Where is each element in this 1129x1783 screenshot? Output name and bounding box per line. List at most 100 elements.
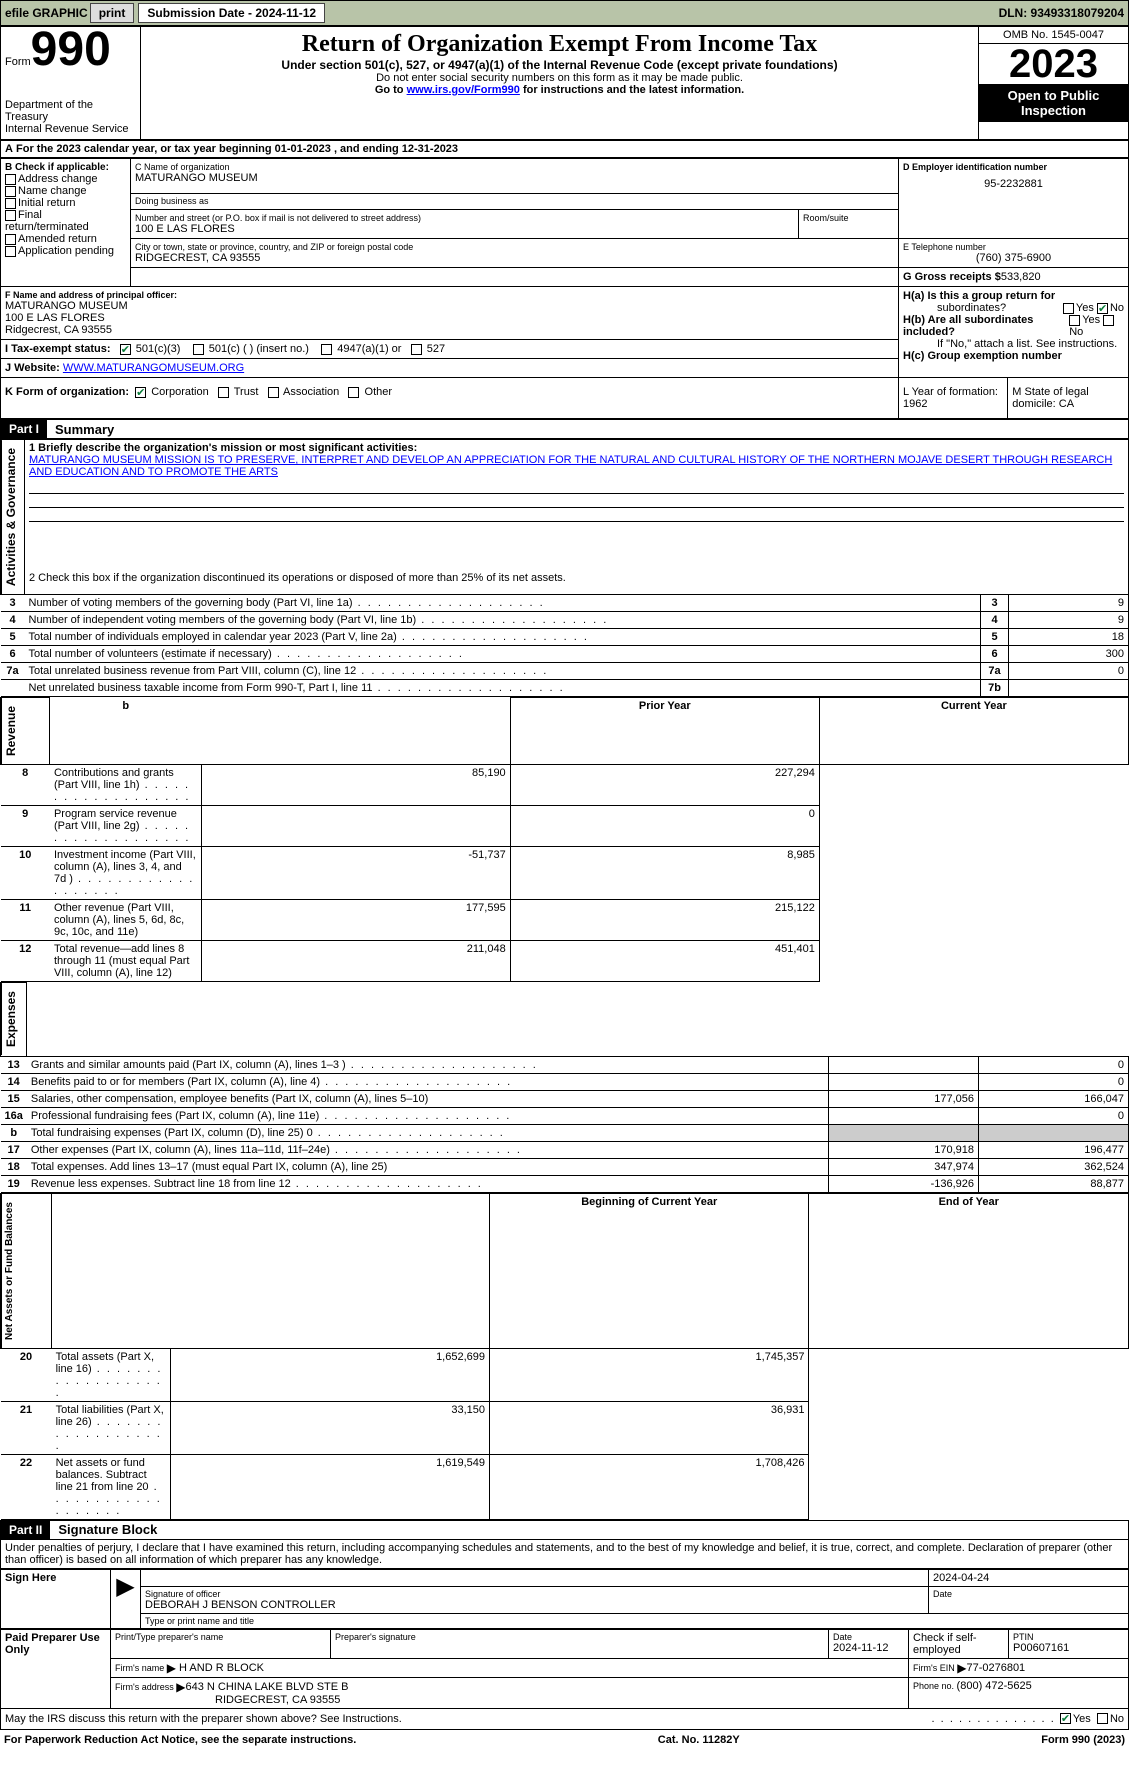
ha-no[interactable]	[1097, 303, 1108, 314]
line-text: Total assets (Part X, line 16)	[52, 1348, 170, 1401]
line-num: 19	[1, 1175, 27, 1192]
check-address[interactable]: Address change	[5, 173, 126, 185]
line-val: 9	[1009, 595, 1129, 612]
ptin-label: PTIN	[1013, 1632, 1124, 1642]
hb-yes[interactable]	[1069, 315, 1080, 326]
prior-val	[829, 1056, 979, 1073]
discuss-no[interactable]	[1097, 1713, 1108, 1724]
line-val: 300	[1009, 646, 1129, 663]
check-pending[interactable]: Application pending	[5, 245, 126, 257]
sig-officer-label: Signature of officer	[145, 1589, 924, 1599]
firm-ein-label: Firm's EIN	[913, 1662, 957, 1672]
curr-val: 196,477	[979, 1141, 1129, 1158]
f-label: F Name and address of principal officer:	[5, 290, 894, 300]
line-num: 18	[1, 1158, 27, 1175]
paperwork-notice: For Paperwork Reduction Act Notice, see …	[4, 1734, 356, 1746]
line-num: 7a	[1, 663, 25, 680]
gov-label: Activities & Governance	[1, 440, 20, 594]
line-num: 16a	[1, 1107, 27, 1124]
prep-date-label: Date	[833, 1632, 904, 1642]
prior-val: 1,619,549	[170, 1454, 489, 1519]
paid-prep-label: Paid Preparer Use Only	[1, 1629, 111, 1708]
check-final[interactable]: Final return/terminated	[5, 209, 126, 233]
i-label: I Tax-exempt status:	[5, 343, 111, 355]
curr-val: 451,401	[510, 941, 819, 982]
line-num: 13	[1, 1056, 27, 1073]
curr-val: 1,708,426	[490, 1454, 809, 1519]
line-num: 5	[1, 629, 25, 646]
goto-instr: Go to www.irs.gov/Form990 for instructio…	[145, 84, 974, 96]
officer-name: MATURANGO MUSEUM	[5, 300, 894, 312]
line-text: Investment income (Part VIII, column (A)…	[50, 847, 201, 900]
subtitle-2: Do not enter social security numbers on …	[145, 72, 974, 84]
city-label: City or town, state or province, country…	[135, 242, 894, 252]
k-other[interactable]	[348, 387, 359, 398]
ptin: P00607161	[1013, 1642, 1124, 1654]
arrow-icon: ▶	[116, 1573, 134, 1600]
prior-val: 211,048	[201, 941, 510, 982]
hb-no[interactable]	[1103, 315, 1114, 326]
prior-val: 85,190	[201, 765, 510, 806]
check-name[interactable]: Name change	[5, 185, 126, 197]
form-footer: Form 990 (2023)	[1041, 1734, 1125, 1746]
submission-date: Submission Date - 2024-11-12	[138, 3, 325, 23]
prep-date: 2024-11-12	[833, 1642, 904, 1654]
form-title: Return of Organization Exempt From Incom…	[145, 31, 974, 58]
i-501c[interactable]	[193, 344, 204, 355]
line-num: 3	[1, 595, 25, 612]
m-state: M State of legal domicile: CA	[1008, 378, 1128, 418]
self-emp-check[interactable]: Check if self-employed	[913, 1632, 977, 1656]
check-amended[interactable]: Amended return	[5, 233, 126, 245]
line-text: Program service revenue (Part VIII, line…	[50, 806, 201, 847]
discuss-yes[interactable]	[1060, 1713, 1071, 1724]
prior-val	[201, 806, 510, 847]
entity-block: B Check if applicable: Address change Na…	[0, 158, 1129, 419]
line-text: Grants and similar amounts paid (Part IX…	[27, 1056, 829, 1073]
period-line: A For the 2023 calendar year, or tax yea…	[0, 140, 1129, 158]
sign-here-label: Sign Here	[1, 1569, 111, 1628]
line-num: b	[1, 1124, 27, 1141]
i-527[interactable]	[411, 344, 422, 355]
line-text: Total liabilities (Part X, line 26)	[52, 1401, 170, 1454]
line-num: 20	[1, 1348, 52, 1401]
net-label: Net Assets or Fund Balances	[1, 1194, 17, 1348]
i-4947[interactable]	[321, 344, 332, 355]
line-num: 6	[1, 646, 25, 663]
line-val: 0	[1009, 663, 1129, 680]
line-text: Revenue less expenses. Subtract line 18 …	[27, 1175, 829, 1192]
line-text: Other expenses (Part IX, column (A), lin…	[27, 1141, 829, 1158]
curr-year-head: Current Year	[819, 698, 1128, 765]
line-val: 9	[1009, 612, 1129, 629]
subtitle-1: Under section 501(c), 527, or 4947(a)(1)…	[145, 58, 974, 72]
print-button[interactable]: print	[90, 3, 135, 23]
k-assoc[interactable]	[268, 387, 279, 398]
paid-preparer-block: Paid Preparer Use Only Print/Type prepar…	[0, 1629, 1129, 1709]
curr-val: 166,047	[979, 1090, 1129, 1107]
curr-val: 227,294	[510, 765, 819, 806]
k-trust[interactable]	[218, 387, 229, 398]
check-initial[interactable]: Initial return	[5, 197, 126, 209]
sig-date: 2024-04-24	[929, 1569, 1129, 1586]
curr-val: 8,985	[510, 847, 819, 900]
curr-val: 215,122	[510, 900, 819, 941]
irs-link[interactable]: www.irs.gov/Form990	[407, 84, 520, 96]
officer-street: 100 E LAS FLORES	[5, 312, 894, 324]
line-text: Total number of volunteers (estimate if …	[25, 646, 981, 663]
curr-val: 0	[510, 806, 819, 847]
netassets-table: Net Assets or Fund Balances Beginning of…	[0, 1193, 1129, 1520]
i-501c3[interactable]	[120, 344, 131, 355]
type-name-label: Type or print name and title	[145, 1616, 1124, 1626]
k-corp[interactable]	[135, 387, 146, 398]
line-text: Net unrelated business taxable income fr…	[25, 680, 981, 697]
sign-here-block: Sign Here ▶ 2024-04-24 Signature of offi…	[0, 1569, 1129, 1629]
line-num: 14	[1, 1073, 27, 1090]
prior-val	[829, 1073, 979, 1090]
line-num: 10	[1, 847, 50, 900]
tax-year: 2023	[979, 44, 1128, 84]
ha-yes[interactable]	[1063, 303, 1074, 314]
website[interactable]: WWW.MATURANGOMUSEUM.ORG	[63, 362, 244, 374]
discuss-row: May the IRS discuss this return with the…	[0, 1709, 1129, 1730]
prior-val: 177,595	[201, 900, 510, 941]
end-year-head: End of Year	[809, 1193, 1129, 1348]
curr-val: 0	[979, 1073, 1129, 1090]
